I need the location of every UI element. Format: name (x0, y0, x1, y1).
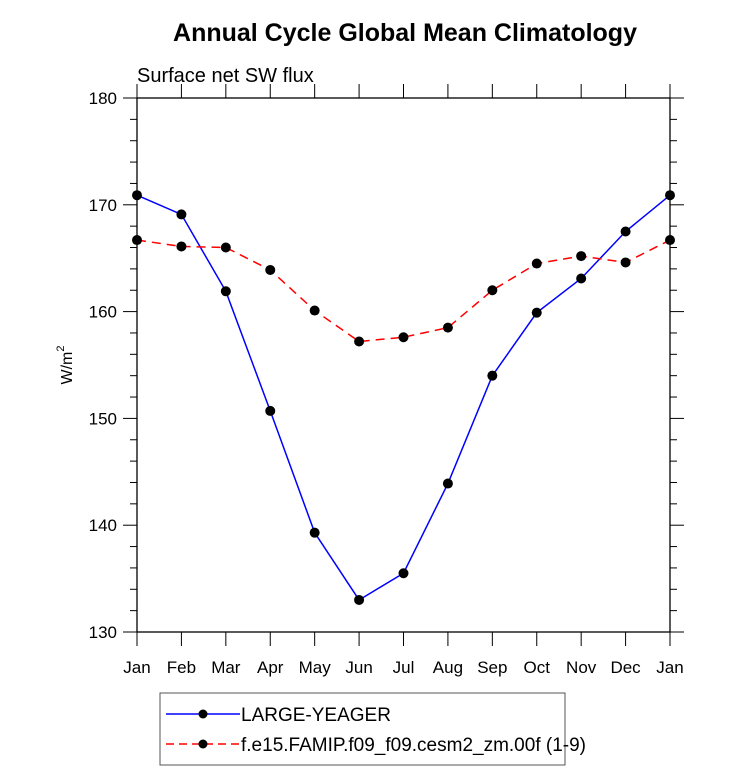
data-point (132, 235, 142, 246)
x-tick-label: Sep (477, 658, 507, 677)
legend-marker-1 (198, 739, 208, 749)
x-tick-label: Jul (393, 658, 415, 677)
data-point (487, 285, 498, 296)
data-point (354, 336, 365, 347)
legend-marker-0 (198, 709, 208, 719)
y-tick-label: 170 (89, 196, 117, 215)
data-point (220, 286, 231, 297)
x-tick-label: Dec (610, 658, 641, 677)
series-line (136, 239, 671, 343)
y-tick-label: 160 (89, 303, 117, 322)
data-point (487, 370, 498, 381)
x-tick-label: Aug (433, 658, 463, 677)
x-tick-label: Jan (656, 658, 683, 677)
x-tick-label: Nov (566, 658, 597, 677)
series-1 (132, 235, 675, 347)
x-tick-label: May (299, 658, 332, 677)
data-point (531, 307, 542, 318)
legend: LARGE-YEAGER f.e15.FAMIP.f09_f09.cesm2_zm… (159, 692, 586, 766)
data-point (620, 257, 631, 268)
data-point (442, 322, 453, 333)
legend-label-1: f.e15.FAMIP.f09_f09.cesm2_zm.00f (1-9) (241, 735, 586, 756)
data-point (576, 273, 587, 284)
series-layer (132, 190, 675, 605)
y-tick-label: 140 (89, 516, 117, 535)
legend-box (159, 692, 566, 766)
data-point (665, 235, 675, 246)
x-tick-label: Jan (123, 658, 150, 677)
legend-label-0: LARGE-YEAGER (241, 705, 391, 726)
x-tick-label: Apr (257, 658, 284, 677)
data-point (132, 190, 142, 201)
x-tick-label: Mar (211, 658, 241, 677)
data-point (442, 478, 453, 489)
data-point (309, 527, 320, 538)
data-point (176, 209, 187, 220)
y-tick-label: 180 (89, 89, 117, 108)
data-point (398, 332, 409, 343)
y-tick-label: 150 (89, 409, 117, 428)
x-tick-label: Feb (167, 658, 196, 677)
data-point (398, 568, 409, 579)
series-0 (132, 190, 675, 605)
chart-title: Annual Cycle Global Mean Climatology (173, 19, 637, 47)
y-tick-label: 130 (89, 623, 117, 642)
data-point (265, 264, 276, 275)
series-line (136, 194, 671, 601)
data-point (531, 258, 542, 269)
data-point (309, 305, 320, 316)
data-point (176, 241, 187, 252)
axes: 130 140 150 160 170 180 Jan Feb Mar Apr May Jun Jul A… (89, 84, 684, 677)
data-point (354, 594, 365, 605)
y-axis-label: W/m2 (55, 346, 76, 385)
data-point (620, 226, 631, 237)
chart-subtitle: Surface net SW flux (137, 65, 314, 87)
plot-frame (136, 97, 671, 633)
data-point (220, 242, 231, 253)
data-point (265, 405, 276, 416)
data-point (576, 251, 587, 262)
x-tick-label: Jun (345, 658, 372, 677)
x-tick-label: Oct (524, 658, 551, 677)
data-point (665, 190, 675, 201)
